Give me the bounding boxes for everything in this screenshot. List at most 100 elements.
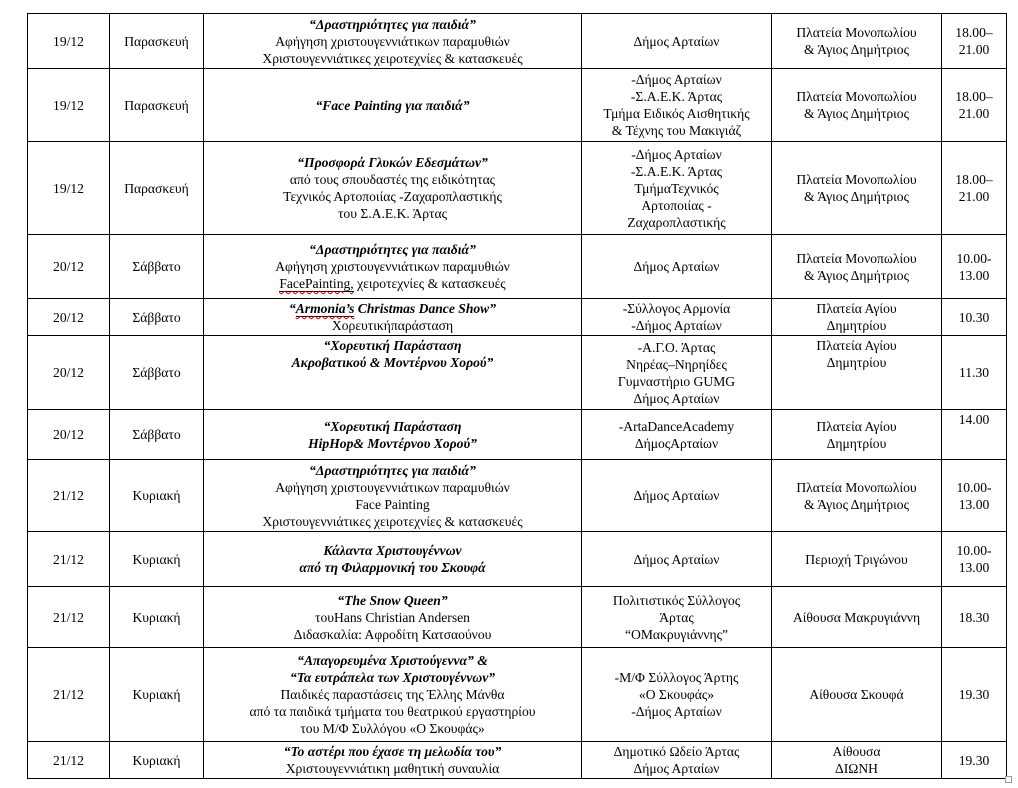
organizer-line: Δήμος Αρταίων xyxy=(633,259,720,274)
time-cell: 19.30 xyxy=(941,741,1007,779)
organizer-cell: Δήμος Αρταίων xyxy=(581,13,772,69)
event-line-rest: χειροτεχνίες & κατασκευές xyxy=(353,276,506,291)
date-text: 21/12 xyxy=(53,609,84,625)
day-cell: Σάββατο xyxy=(109,409,204,460)
date-text: 21/12 xyxy=(53,687,84,702)
event-line: Face Painting xyxy=(355,496,430,512)
event-title: από τη Φιλαρμονική του Σκουφά xyxy=(299,560,486,575)
misspelled-word: Armonia’s xyxy=(295,301,355,317)
date-text: 21/12 xyxy=(53,551,84,567)
event-line: Χριστουγεννιάτικη μαθητική συναυλία xyxy=(285,761,500,776)
table-row: 21/12 Κυριακή “Το αστέρι που έχασε τη με… xyxy=(27,741,1007,779)
event-title: “Προσφορά Γλυκών Εδεσμάτων” xyxy=(297,155,488,170)
event-title: “Το αστέρι που έχασε τη μελωδία του” xyxy=(283,744,502,759)
date-text: 20/12 xyxy=(53,259,84,274)
organizer-line: Γυμναστήριο GUMG xyxy=(617,373,736,389)
organizer-line: Δήμος Αρταίων xyxy=(633,551,720,567)
time-line: 21.00 xyxy=(958,106,990,121)
event-cell: “Face Painting για παιδιά” xyxy=(203,68,582,142)
location-line: ΔΙΩΝΗ xyxy=(834,761,878,776)
organizer-line: -ArtaDanceAcademy xyxy=(618,418,735,434)
day-cell: Κυριακή xyxy=(109,647,204,742)
date-cell: 20/12 xyxy=(27,409,110,460)
table-row: 21/12 Κυριακή Κάλαντα Χριστουγέννων από … xyxy=(27,531,1007,587)
location-cell: Πλατεία Μονοπωλίου & Άγιος Δημήτριος xyxy=(771,234,942,299)
location-cell: Πλατεία Μονοπωλίου & Άγιος Δημήτριος xyxy=(771,459,942,532)
date-cell: 21/12 xyxy=(27,586,110,648)
organizer-cell: Πολιτιστικός Σύλλογος Άρτας “ΟΜακρυγιάνν… xyxy=(581,586,772,648)
organizer-line: Δήμος Αρταίων xyxy=(633,761,720,776)
schedule-table: 19/12 Παρασκευή “Δραστηριότητες για παιδ… xyxy=(27,13,1007,779)
time-line: 10.00- xyxy=(956,250,992,266)
date-cell: 21/12 xyxy=(27,741,110,779)
date-cell: 21/12 xyxy=(27,459,110,532)
day-cell: Κυριακή xyxy=(109,459,204,532)
event-cell: “Δραστηριότητες για παιδιά” Αφήγηση χρισ… xyxy=(203,459,582,532)
date-text: 21/12 xyxy=(53,488,84,503)
event-title: “Face Painting για παιδιά” xyxy=(315,97,470,113)
event-line: Χριστουγεννιάτικες χειροτεχνίες & κατασκ… xyxy=(262,50,523,66)
table-row: 20/12 Σάββατο “Armonia’s Christmas Dance… xyxy=(27,298,1007,336)
time-line: 19.30 xyxy=(958,687,990,702)
organizer-line: -Σύλλογος Αρμονία xyxy=(622,301,731,316)
date-cell: 19/12 xyxy=(27,141,110,235)
day-text: Κυριακή xyxy=(132,609,181,625)
event-title: Κάλαντα Χριστουγέννων xyxy=(323,543,462,558)
location-line: Δημητρίου xyxy=(826,435,887,451)
time-line: 13.00 xyxy=(958,267,990,283)
location-line: Αίθουσα Μακρυγιάννη xyxy=(792,609,921,625)
time-line: 10.30 xyxy=(958,309,990,325)
date-text: 19/12 xyxy=(53,97,84,113)
time-cell: 18.00– 21.00 xyxy=(941,68,1007,142)
event-cell: “Απαγορευμένα Χριστούγεννα” & “Τα ευτράπ… xyxy=(203,647,582,742)
misspelled-word: FacePainting, xyxy=(279,276,354,292)
event-line: Παιδικές παραστάσεις της Έλλης Μάνθα xyxy=(280,687,505,702)
day-text: Κυριακή xyxy=(132,551,181,567)
event-line: Αφήγηση χριστουγεννιάτικων παραμυθιών xyxy=(275,33,510,49)
organizer-line: -Δήμος Αρταίων xyxy=(631,146,722,162)
location-cell: Αίθουσα Σκουφά xyxy=(771,647,942,742)
event-line: του Μ/Φ Συλλόγου «Ο Σκουφάς» xyxy=(300,721,485,736)
event-title: “Χορευτική Παράσταση xyxy=(323,338,462,353)
organizer-line: ΤμήμαΤεχνικός xyxy=(634,180,719,196)
location-cell: Πλατεία Μονοπωλίου & Άγιος Δημήτριος xyxy=(771,68,942,142)
date-text: 20/12 xyxy=(53,365,84,380)
location-cell: Πλατεία Αγίου Δημητρίου xyxy=(771,335,942,410)
event-title: Ακροβατικού & Μοντέρνου Χορού” xyxy=(291,355,494,370)
event-line: Χορευτικήπαράσταση xyxy=(331,318,454,333)
organizer-line: Νηρέας–Νηρηίδες xyxy=(626,356,727,372)
date-text: 21/12 xyxy=(53,752,84,768)
table-row: 20/12 Σάββατο “Δραστηριότητες για παιδιά… xyxy=(27,234,1007,299)
event-title: “Δραστηριότητες για παιδιά” xyxy=(309,462,476,478)
event-cell: “Το αστέρι που έχασε τη μελωδία του” Χρι… xyxy=(203,741,582,779)
event-cell: “Δραστηριότητες για παιδιά” Αφήγηση χρισ… xyxy=(203,13,582,69)
organizer-line: Ζαχαροπλαστικής xyxy=(627,214,726,230)
event-title: HipHop& Μοντέρνου Χορού” xyxy=(308,435,477,451)
time-cell: 14.00 xyxy=(941,409,1007,460)
organizer-cell: -ArtaDanceAcademy ΔήμοςΑρταίων xyxy=(581,409,772,460)
table-row: 21/12 Κυριακή “The Snow Queen” τουHans C… xyxy=(27,586,1007,648)
time-line: 11.30 xyxy=(958,365,990,380)
event-cell: Κάλαντα Χριστουγέννων από τη Φιλαρμονική… xyxy=(203,531,582,587)
organizer-line: ΔήμοςΑρταίων xyxy=(634,435,719,451)
time-cell: 18.00– 21.00 xyxy=(941,141,1007,235)
day-text: Σάββατο xyxy=(132,365,181,380)
day-text: Σάββατο xyxy=(132,309,181,325)
organizer-line: “ΟΜακρυγιάννης” xyxy=(624,626,729,642)
date-cell: 20/12 xyxy=(27,234,110,299)
location-line: Πλατεία Αγίου xyxy=(816,338,897,353)
time-cell: 10.30 xyxy=(941,298,1007,336)
table-row: 19/12 Παρασκευή “Face Painting για παιδι… xyxy=(27,68,1007,142)
organizer-line: Δήμος Αρταίων xyxy=(633,390,720,406)
organizer-cell: Δήμος Αρταίων xyxy=(581,531,772,587)
organizer-line: Δήμος Αρταίων xyxy=(633,488,720,503)
organizer-cell: -Μ/Φ Σύλλογος Άρτης «Ο Σκουφάς» -Δήμος Α… xyxy=(581,647,772,742)
time-line: 18.30 xyxy=(958,609,990,625)
organizer-cell: Δημοτικό Ωδείο Άρτας Δήμος Αρταίων xyxy=(581,741,772,779)
organizer-line: Δήμος Αρταίων xyxy=(633,33,720,49)
location-line: Περιοχή Τριγώνου xyxy=(805,551,908,567)
time-cell: 10.00- 13.00 xyxy=(941,531,1007,587)
event-line: του Σ.Α.Ε.Κ. Άρτας xyxy=(337,206,448,221)
anchor-square-icon xyxy=(1005,776,1012,783)
date-text: 19/12 xyxy=(53,33,84,49)
